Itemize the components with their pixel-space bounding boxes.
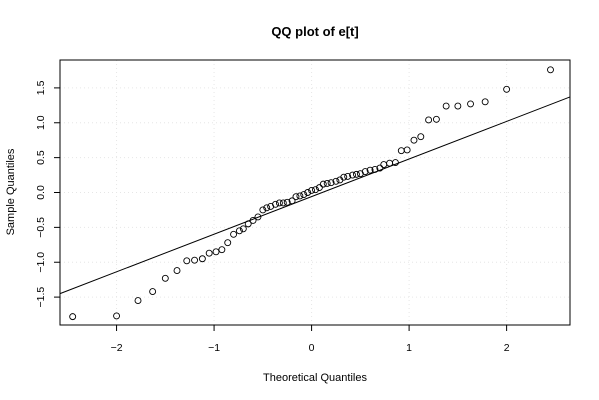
y-tick-label: −1.0 [35, 252, 47, 273]
x-tick-label: −2 [111, 342, 123, 354]
data-point [454, 102, 462, 110]
data-point [327, 179, 335, 187]
data-point [69, 313, 77, 321]
data-point [205, 249, 213, 257]
y-tick-label: 0.5 [35, 150, 47, 165]
data-point [263, 204, 271, 212]
data-point [259, 206, 267, 214]
data-point [113, 312, 121, 320]
x-tick-label: −1 [208, 342, 220, 354]
data-point [340, 173, 348, 181]
data-point [275, 199, 283, 207]
data-point [349, 171, 356, 179]
x-tick-label: 1 [406, 342, 412, 354]
data-point [191, 256, 199, 264]
data-point [198, 255, 206, 263]
data-point [292, 193, 300, 201]
data-point [183, 257, 191, 265]
qq-line-group [59, 96, 571, 295]
data-point [547, 66, 554, 74]
data-point [319, 180, 327, 188]
data-point [272, 200, 279, 208]
data-point [315, 184, 323, 192]
data-point [304, 189, 312, 196]
data-point [442, 102, 450, 110]
data-point [254, 213, 262, 221]
y-tick-label: 0.0 [35, 185, 47, 200]
data-point [366, 166, 374, 174]
data-point [386, 159, 394, 167]
data-point [224, 239, 232, 247]
data-point [239, 225, 247, 233]
x-axis: −2 −1 0 1 2 [111, 324, 510, 354]
x-tick-label: 2 [504, 342, 510, 354]
data-point [134, 297, 142, 305]
y-tick-label: −0.5 [35, 217, 47, 238]
data-point [467, 100, 474, 108]
data-point [380, 161, 388, 169]
data-point [481, 98, 489, 106]
data-point [432, 115, 440, 123]
data-point [283, 198, 291, 206]
data-point [230, 230, 238, 238]
data-point [212, 248, 220, 256]
data-point [344, 173, 352, 180]
qq-reference-line [59, 96, 571, 295]
data-point [161, 274, 169, 282]
data-point [300, 191, 308, 199]
data-point [312, 186, 319, 194]
y-tick-label: 1.5 [35, 80, 47, 95]
data-point [218, 246, 226, 254]
data-point [391, 159, 399, 166]
data-point [371, 166, 379, 173]
data-point [352, 170, 360, 178]
data-point [403, 146, 411, 154]
x-tick-label: 0 [309, 342, 315, 354]
y-axis-label: Sample Quantiles [5, 148, 17, 235]
data-point [410, 136, 418, 144]
data-point [235, 227, 243, 235]
y-tick-label: 1.0 [35, 115, 47, 130]
chart-title: QQ plot of e[t] [271, 24, 358, 39]
y-axis: −1.5 −1.0 −0.5 0.0 0.5 1.0 1.5 [35, 80, 61, 308]
data-point [308, 186, 316, 194]
y-tick-label: −1.5 [35, 287, 47, 308]
data-point [244, 220, 252, 228]
data-point [425, 116, 433, 124]
data-point [249, 216, 257, 224]
data-point [361, 168, 369, 176]
data-point [149, 288, 157, 295]
data-point [279, 199, 287, 207]
data-points [69, 66, 554, 321]
data-point [332, 177, 340, 185]
data-point [288, 197, 296, 205]
data-point [417, 133, 425, 141]
data-point [397, 147, 405, 155]
x-axis-label: Theoretical Quantiles [263, 372, 367, 384]
data-point [173, 267, 181, 275]
data-point [376, 164, 384, 172]
data-point [503, 85, 511, 93]
data-point [296, 192, 304, 200]
grid-lines [60, 60, 570, 325]
data-point [323, 179, 331, 187]
